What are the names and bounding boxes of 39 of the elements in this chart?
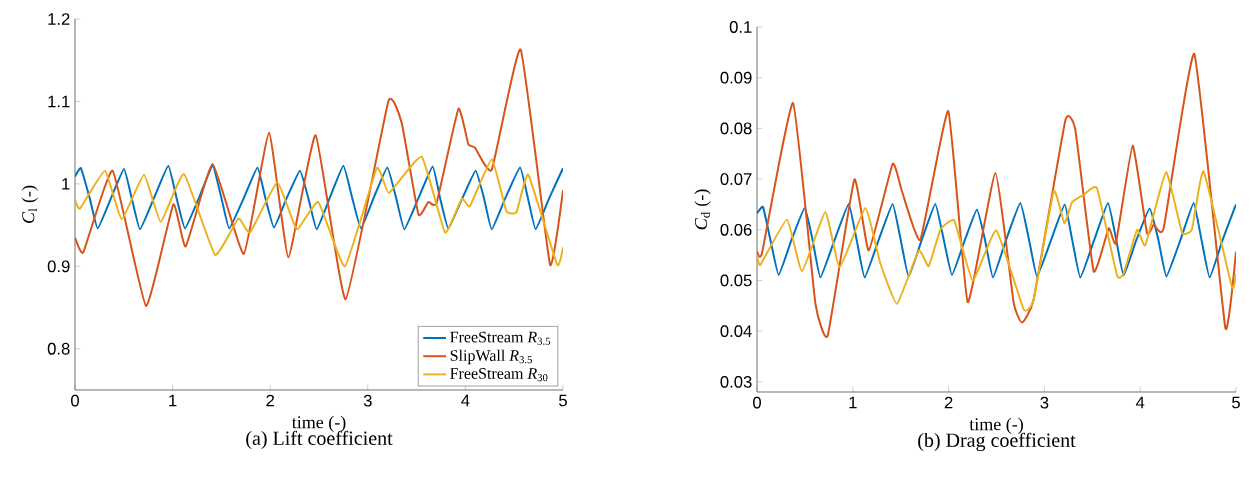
legend-label: FreeStream R$_{3.5}$ bbox=[450, 331, 551, 345]
y-tick-label: 0.1 bbox=[729, 21, 752, 33]
line-series bbox=[757, 170, 1236, 311]
y-tick-label: 0.9 bbox=[47, 260, 70, 273]
x-tick-label: 2 bbox=[944, 396, 953, 409]
y-axis-title: C$_{l}$ (-) bbox=[21, 185, 38, 223]
x-tick-label: 4 bbox=[461, 394, 470, 407]
x-tick-label: 4 bbox=[1135, 396, 1145, 409]
text: (b) Drag coefficient bbox=[918, 432, 1076, 452]
y-tick-label: 0.04 bbox=[720, 325, 752, 338]
x-tick-label: 1 bbox=[849, 396, 857, 409]
y-tick-label: 1 bbox=[62, 178, 70, 190]
x-tick-label: 0 bbox=[71, 394, 79, 407]
y-tick-label: 1.1 bbox=[48, 95, 70, 108]
y-tick-label: 0.03 bbox=[720, 375, 752, 388]
y-tick-label: 0.09 bbox=[720, 71, 752, 84]
line-series bbox=[757, 201, 1236, 279]
x-tick-label: 1 bbox=[169, 394, 177, 407]
legend-label: SlipWall R$_{3.5}$ bbox=[450, 349, 532, 365]
y-axis-title: C$_{d}$ (-) bbox=[694, 189, 711, 230]
y-tick-label: 0.07 bbox=[720, 173, 752, 185]
line-series bbox=[757, 52, 1236, 337]
y-tick-label: 0.06 bbox=[720, 223, 752, 236]
y-tick-label: 0.08 bbox=[720, 122, 752, 135]
x-tick-label: 2 bbox=[266, 394, 274, 407]
text: (a) Lift coefficient bbox=[246, 430, 393, 450]
x-tick-label: 3 bbox=[1040, 396, 1049, 409]
y-tick-label: 1.2 bbox=[48, 13, 70, 25]
y-tick-label: 0.8 bbox=[47, 342, 70, 355]
y-tick-label: 0.05 bbox=[720, 274, 752, 287]
x-tick-label: 5 bbox=[559, 394, 567, 407]
x-tick-label: 0 bbox=[753, 396, 761, 409]
x-tick-label: 5 bbox=[1232, 396, 1240, 409]
x-axis-title: time (-) bbox=[969, 417, 1023, 434]
x-tick-label: 3 bbox=[363, 394, 372, 407]
legend-label: FreeStream R$_{30}$ bbox=[450, 368, 548, 382]
line-series bbox=[75, 48, 564, 307]
line-series bbox=[75, 155, 564, 268]
line-series bbox=[75, 164, 564, 231]
